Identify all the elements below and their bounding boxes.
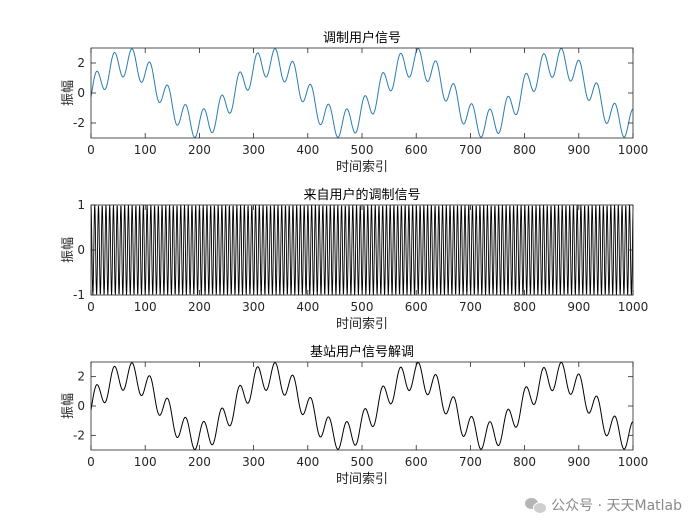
y-tick-label: 0 — [77, 243, 85, 257]
y-tick-label: -1 — [73, 288, 85, 302]
x-tick-label: 500 — [351, 300, 374, 314]
watermark: 公众号 · 天天Matlab — [525, 495, 682, 515]
chart-title: 调制用户信号 — [323, 30, 401, 46]
x-tick-label: 1000 — [618, 143, 649, 157]
x-tick-label: 700 — [459, 143, 482, 157]
x-axis-label: 时间索引 — [336, 160, 388, 175]
x-tick-label: 200 — [188, 455, 211, 469]
x-tick-label: 900 — [567, 455, 590, 469]
x-tick-label: 0 — [87, 143, 95, 157]
x-tick-label: 200 — [188, 300, 211, 314]
plot-area — [91, 48, 633, 138]
series-line — [91, 48, 633, 138]
chart-panel-2: 0 100 200 300 400 500 600 700 800 900 1000-101来自用户… — [61, 187, 648, 332]
plot-area — [91, 362, 633, 450]
x-tick-label: 300 — [242, 455, 265, 469]
x-tick-label: 100 — [134, 143, 157, 157]
x-axis-label: 时间索引 — [336, 472, 388, 487]
x-tick-label: 100 — [134, 300, 157, 314]
watermark-text: 公众号 · 天天Matlab — [551, 498, 682, 514]
x-tick-label: 600 — [405, 143, 428, 157]
x-tick-label: 200 — [188, 143, 211, 157]
y-tick-label: -2 — [73, 428, 85, 442]
chart-title: 来自用户的调制信号 — [303, 187, 420, 203]
y-axis-label: 振幅 — [61, 237, 76, 263]
x-tick-label: 700 — [459, 300, 482, 314]
x-tick-label: 300 — [242, 143, 265, 157]
x-tick-label: 0 — [87, 455, 95, 469]
x-tick-label: 500 — [351, 455, 374, 469]
x-axis-label: 时间索引 — [336, 317, 388, 332]
chart-title: 基站用户信号解调 — [310, 344, 414, 360]
x-tick-label: 900 — [567, 300, 590, 314]
x-tick-label: 100 — [134, 455, 157, 469]
x-tick-label: 400 — [296, 300, 319, 314]
y-axis-label: 振幅 — [61, 393, 76, 419]
x-tick-label: 400 — [296, 143, 319, 157]
x-tick-label: 800 — [513, 300, 536, 314]
chart-panel-1: 0 100 200 300 400 500 600 700 800 900 1000-202调制用户… — [61, 30, 648, 175]
y-axis-label: 振幅 — [61, 80, 76, 106]
chart-panel-3: 0 100 200 300 400 500 600 700 800 900 1000-202基站用户… — [61, 344, 648, 487]
y-tick-label: 0 — [77, 399, 85, 413]
y-tick-label: 2 — [77, 56, 85, 70]
x-tick-label: 300 — [242, 300, 265, 314]
x-tick-label: 600 — [405, 455, 428, 469]
x-tick-label: 800 — [513, 455, 536, 469]
y-tick-label: 2 — [77, 370, 85, 384]
x-tick-label: 700 — [459, 455, 482, 469]
wechat-icon — [525, 497, 548, 514]
x-tick-label: 1000 — [618, 300, 649, 314]
y-tick-label: 1 — [77, 198, 85, 212]
y-tick-label: -2 — [73, 116, 85, 130]
x-tick-label: 800 — [513, 143, 536, 157]
x-tick-label: 900 — [567, 143, 590, 157]
x-tick-label: 1000 — [618, 455, 649, 469]
x-tick-label: 600 — [405, 300, 428, 314]
x-tick-label: 400 — [296, 455, 319, 469]
series-line — [91, 362, 633, 450]
x-tick-label: 0 — [87, 300, 95, 314]
x-tick-label: 500 — [351, 143, 374, 157]
y-tick-label: 0 — [77, 86, 85, 100]
